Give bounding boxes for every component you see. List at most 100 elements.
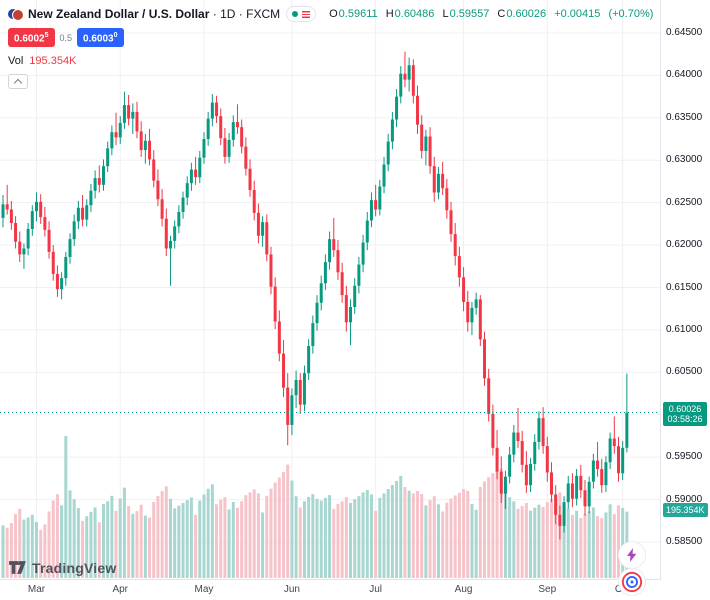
candle-body (139, 131, 143, 151)
candle-body (612, 438, 616, 447)
volume-legend: Vol 195.354K (8, 55, 653, 67)
price-axis[interactable]: 0.585000.590000.595000.600000.605000.610… (660, 0, 710, 580)
volume-bar (206, 488, 210, 578)
candle-body (600, 469, 604, 486)
volume-bar (462, 489, 466, 578)
volume-bar (110, 495, 114, 578)
volume-bar (194, 514, 198, 578)
candle-body (432, 166, 436, 193)
candle-body (453, 234, 457, 257)
candle-body (474, 299, 478, 308)
tradingview-logo-icon (9, 561, 26, 574)
candle-body (181, 197, 185, 212)
volume-bar (583, 513, 587, 578)
candle-body (131, 111, 135, 119)
volume-bar (277, 477, 281, 578)
candle-body (378, 186, 382, 210)
close-value: 0.60026 (506, 8, 547, 20)
symbol-name[interactable]: New Zealand Dollar / U.S. Dollar (28, 7, 210, 21)
volume-bar (596, 516, 600, 578)
candle-body (407, 65, 411, 80)
candle-body (516, 432, 520, 442)
volume-bar (382, 493, 386, 578)
volume-bar (516, 508, 520, 578)
spread-value: 0.5 (59, 32, 73, 43)
volume-bar (466, 490, 470, 578)
candle-body (93, 178, 97, 191)
candle-body (625, 412, 629, 448)
volume-bar (600, 518, 604, 578)
collapse-legend-button[interactable] (8, 74, 28, 90)
candle-body (106, 148, 110, 167)
candle-body (231, 122, 235, 140)
volume-bar (210, 484, 214, 578)
instrument-logo-icon (8, 8, 24, 21)
volume-bar (449, 498, 453, 578)
volume-bar (181, 502, 185, 578)
volume-bar (9, 522, 13, 578)
candle-body (18, 241, 22, 255)
rings-button[interactable] (619, 569, 645, 595)
candle-body (34, 201, 38, 212)
volume-bar (89, 511, 93, 578)
candle-body (424, 136, 428, 151)
interval-label[interactable]: 1D (220, 7, 236, 21)
volume-bar (604, 512, 608, 578)
candle-body (583, 490, 587, 507)
volume-bar (524, 502, 528, 578)
close-label: C (497, 8, 506, 20)
candle-body (282, 353, 286, 388)
candle-body (315, 302, 319, 324)
candle-body (118, 122, 122, 138)
volume-bar (118, 498, 122, 578)
candle-body (374, 200, 378, 210)
boost-button[interactable] (619, 542, 645, 568)
current-price-label: 0.60026 03:58:26 (663, 401, 707, 426)
volume-bar (202, 494, 206, 578)
candle-body (5, 204, 9, 210)
candle-body (290, 395, 294, 425)
candle-body (160, 199, 164, 219)
symbol-title[interactable]: New Zealand Dollar / U.S. Dollar · 1D · … (28, 7, 281, 21)
candle-body (89, 190, 93, 206)
time-axis-month-label: Aug (454, 584, 473, 595)
volume-bar (570, 514, 574, 578)
candle-body (353, 285, 357, 308)
volume-bar (311, 494, 315, 578)
volume-bar (143, 515, 147, 578)
volume-bar (231, 501, 235, 578)
volume-bar (503, 484, 507, 578)
volume-bar (378, 497, 382, 578)
volume-bar (336, 503, 340, 578)
candle-body (60, 278, 64, 290)
candle-body (265, 222, 269, 255)
price-tick-label: 0.64500 (666, 27, 703, 38)
candle-body (570, 483, 574, 499)
volume-bar (164, 486, 168, 578)
sell-price-button[interactable]: 0.60025 (8, 28, 55, 48)
chart-legend: New Zealand Dollar / U.S. Dollar · 1D · … (8, 6, 653, 90)
volume-bar (416, 491, 420, 578)
volume-bar (487, 477, 491, 578)
candle-body (616, 446, 620, 474)
volume-bar (51, 500, 55, 578)
volume-bar (22, 519, 26, 578)
time-axis-month-label: May (194, 584, 214, 595)
volume-bar (223, 497, 227, 578)
candle-body (499, 471, 503, 494)
volume-bar (34, 521, 38, 578)
volume-bar (47, 511, 51, 578)
candle-body (198, 157, 202, 178)
buy-price-button[interactable]: 0.60030 (77, 28, 124, 48)
tradingview-logo[interactable]: TradingView (8, 559, 116, 576)
candle-body (1, 204, 5, 218)
candle-body (76, 207, 80, 222)
candle-body (478, 299, 482, 340)
volume-bar (152, 501, 156, 578)
candle-body (135, 111, 139, 132)
time-axis[interactable]: MarAprMayJunJulAugSepOct (0, 579, 661, 600)
legend-status-pill[interactable] (286, 6, 317, 22)
volume-bar (131, 513, 135, 578)
